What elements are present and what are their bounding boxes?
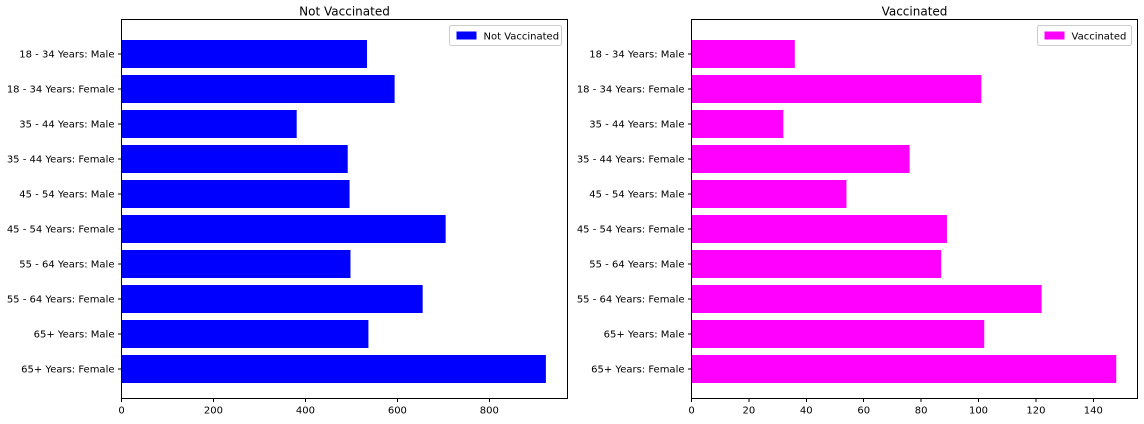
y-tick-label: 45 - 54 Years: Female: [7, 225, 115, 236]
legend-swatch: [1044, 31, 1065, 40]
legend: [449, 25, 562, 46]
bar-35-44-years-female: [691, 145, 910, 173]
x-tick-label: 0: [118, 406, 124, 417]
y-tick-label: 35 - 44 Years: Female: [577, 155, 685, 166]
bar-65-years-female: [691, 355, 1117, 383]
legend-label: Not Vaccinated: [484, 32, 560, 43]
bar-65-years-male: [121, 320, 369, 348]
y-tick-label: 18 - 34 Years: Male: [589, 50, 684, 61]
bar-35-44-years-male: [691, 110, 784, 138]
y-tick-label: 45 - 54 Years: Female: [577, 225, 685, 236]
bar-18-34-years-male: [691, 40, 795, 68]
bar-45-54-years-male: [121, 180, 350, 208]
chart-title: Vaccinated: [882, 5, 948, 19]
bar-65-years-female: [121, 355, 546, 383]
y-tick-label: 18 - 34 Years: Male: [19, 50, 114, 61]
x-tick-label: 400: [296, 406, 315, 417]
x-tick-label: 0: [688, 406, 694, 417]
x-tick-label: 100: [969, 406, 988, 417]
y-tick-label: 18 - 34 Years: Female: [577, 85, 685, 96]
bar-18-34-years-male: [121, 40, 368, 68]
chart-vaccinated: 18 - 34 Years: Male 18 - 34 Years: Female…: [577, 5, 1138, 417]
x-tick-label: 20: [743, 406, 756, 417]
bar-55-64-years-male: [691, 250, 942, 278]
bar-35-44-years-male: [121, 110, 297, 138]
x-tick-label: 80: [915, 406, 928, 417]
x-tick-label: 40: [800, 406, 813, 417]
legend-label: Vaccinated: [1072, 32, 1127, 43]
y-tick-label: 35 - 44 Years: Female: [7, 155, 115, 166]
bar-18-34-years-female: [691, 75, 982, 103]
bar-45-54-years-female: [121, 215, 446, 243]
y-tick-label: 35 - 44 Years: Male: [589, 120, 684, 131]
y-tick-label: 55 - 64 Years: Female: [577, 295, 685, 306]
x-tick-label: 140: [1084, 406, 1103, 417]
chart-title: Not Vaccinated: [299, 5, 390, 19]
bar-35-44-years-female: [121, 145, 348, 173]
bar-18-34-years-female: [121, 75, 395, 103]
plot-frame: [691, 19, 1138, 399]
y-tick-label: 65+ Years: Female: [21, 365, 114, 376]
x-tick-label: 600: [388, 406, 407, 417]
bar-55-64-years-female: [121, 285, 423, 313]
y-tick-label: 55 - 64 Years: Male: [589, 260, 684, 271]
x-tick-label: 800: [480, 406, 499, 417]
x-tick-label: 60: [857, 406, 870, 417]
y-tick-label: 65+ Years: Female: [591, 365, 684, 376]
x-tick-label: 120: [1026, 406, 1045, 417]
plot-frame: [121, 19, 568, 399]
bar-65-years-male: [691, 320, 985, 348]
y-tick-label: 35 - 44 Years: Male: [19, 120, 114, 131]
bar-55-64-years-female: [691, 285, 1042, 313]
y-tick-label: 45 - 54 Years: Male: [589, 190, 684, 201]
bar-45-54-years-male: [691, 180, 847, 208]
bar-45-54-years-female: [691, 215, 947, 243]
legend-swatch: [456, 31, 477, 40]
y-tick-label: 45 - 54 Years: Male: [19, 190, 114, 201]
y-tick-label: 65+ Years: Male: [604, 330, 685, 341]
x-tick-label: 200: [204, 406, 223, 417]
y-tick-label: 55 - 64 Years: Female: [7, 295, 115, 306]
y-tick-label: 18 - 34 Years: Female: [7, 85, 115, 96]
y-tick-label: 55 - 64 Years: Male: [19, 260, 114, 271]
bar-55-64-years-male: [121, 250, 351, 278]
legend: [1037, 25, 1132, 46]
chart-not-vaccinated: 18 - 34 Years: Male 18 - 34 Years: Female…: [7, 5, 568, 417]
y-tick-label: 65+ Years: Male: [34, 330, 115, 341]
